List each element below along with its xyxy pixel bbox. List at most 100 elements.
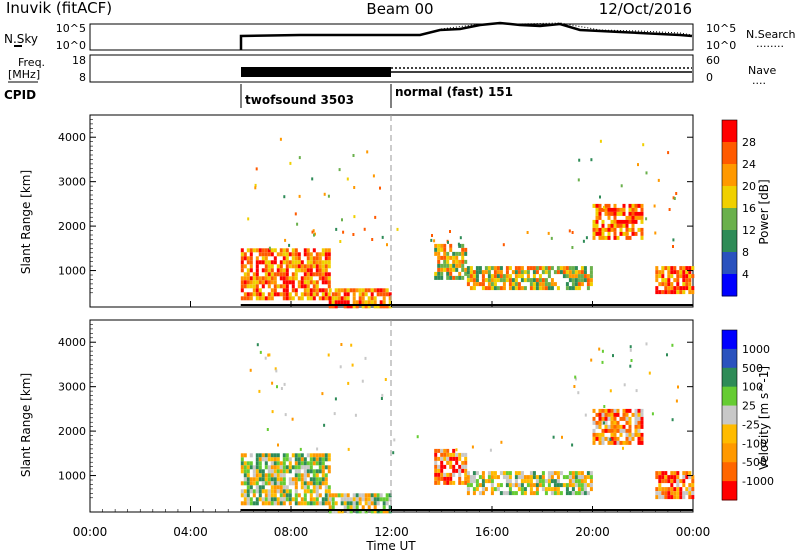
velocity-echo-cell xyxy=(367,501,371,506)
velocity-echo-cell xyxy=(270,457,274,462)
power-echo-cell xyxy=(565,270,569,275)
power-echo-cell xyxy=(655,290,659,295)
velocity-echo-cell xyxy=(589,483,593,488)
velocity-echo-cell xyxy=(628,432,632,437)
velocity-echo-cell xyxy=(324,501,328,506)
power-echo-cell xyxy=(481,282,485,287)
power-echo-cell xyxy=(580,266,584,271)
power-echo-cell xyxy=(599,195,601,199)
velocity-echo-cell xyxy=(592,416,596,421)
power-echo-cell xyxy=(571,282,575,287)
power-echo-cell xyxy=(291,280,295,285)
power-echo-cell xyxy=(604,207,608,212)
velocity-echo-cell xyxy=(679,491,683,496)
power-echo-cell xyxy=(303,280,307,285)
power-echo-cell xyxy=(464,259,468,264)
velocity-echo-cell xyxy=(526,475,530,480)
power-echo-cell xyxy=(300,284,304,289)
velocity-echo-cell xyxy=(324,489,328,494)
power-ytick-label: 4000 xyxy=(58,131,86,144)
power-echo-cell xyxy=(592,219,596,224)
power-echo-cell xyxy=(673,290,677,295)
velocity-echo-cell xyxy=(288,481,292,486)
power-echo-cell xyxy=(352,154,355,157)
power-echo-cell xyxy=(688,286,692,291)
velocity-echo-cell xyxy=(640,424,644,429)
power-echo-cell xyxy=(255,264,259,269)
power-echo-cell xyxy=(255,260,259,265)
velocity-echo-cell xyxy=(309,465,313,470)
velocity-echo-cell xyxy=(376,509,380,514)
power-echo-cell xyxy=(306,252,310,257)
power-echo-cell xyxy=(318,272,322,277)
velocity-echo-cell xyxy=(303,497,307,502)
power-echo-cell xyxy=(243,276,247,281)
power-echo-cell xyxy=(312,288,316,293)
velocity-echo-cell xyxy=(514,483,518,488)
velocity-echo-cell xyxy=(271,410,274,414)
velocity-echo-cell xyxy=(619,416,623,421)
power-echo-cell xyxy=(255,248,259,253)
power-echo-cell xyxy=(532,274,536,279)
power-echo-cell xyxy=(443,243,447,248)
velocity-echo-cell xyxy=(623,383,626,387)
power-echo-cell xyxy=(294,276,298,281)
power-echo-cell xyxy=(352,292,356,297)
power-echo-cell xyxy=(312,284,316,289)
velocity-echo-cell xyxy=(628,416,632,421)
power-echo-cell xyxy=(443,263,447,268)
velocity-echo-cell xyxy=(312,473,316,478)
velocity-echo-cell xyxy=(547,487,551,492)
power-echo-cell xyxy=(303,284,307,289)
velocity-echo-cell xyxy=(297,453,301,458)
power-echo-cell xyxy=(565,274,569,279)
power-echo-cell xyxy=(315,288,319,293)
velocity-echo-cell xyxy=(276,477,280,482)
power-echo-cell xyxy=(324,256,328,261)
power-echo-cell xyxy=(309,268,313,273)
velocity-echo-cell xyxy=(616,436,620,441)
velocity-echo-cell xyxy=(285,469,289,474)
velocity-echo-cell xyxy=(349,497,353,502)
freq-label: Freq. xyxy=(18,56,45,69)
velocity-echo-cell xyxy=(464,460,468,465)
power-echo-cell xyxy=(321,264,325,269)
power-echo-cell xyxy=(613,219,617,224)
velocity-echo-cell xyxy=(658,491,662,496)
velocity-echo-cell xyxy=(481,475,485,480)
velocity-echo-cell xyxy=(300,477,304,482)
power-echo-cell xyxy=(337,288,341,293)
velocity-echo-cell xyxy=(661,475,665,480)
power-echo-cell xyxy=(264,264,268,269)
velocity-echo-cell xyxy=(361,505,365,510)
velocity-echo-cell xyxy=(481,491,485,496)
power-echo-cell xyxy=(547,286,551,291)
velocity-echo-cell xyxy=(282,485,286,490)
velocity-echo-cell xyxy=(303,493,307,498)
velocity-colorbar-swatch xyxy=(722,405,737,425)
velocity-echo-cell xyxy=(252,477,256,482)
velocity-echo-cell xyxy=(676,475,680,480)
power-echo-cell xyxy=(449,247,453,252)
power-echo-cell xyxy=(455,259,459,264)
power-echo-cell xyxy=(279,248,283,253)
velocity-echo-cell xyxy=(688,487,692,492)
power-echo-cell xyxy=(279,137,282,141)
velocity-echo-cell xyxy=(243,493,247,498)
power-echo-cell xyxy=(282,252,286,257)
power-echo-cell xyxy=(327,194,330,198)
power-echo-cell xyxy=(520,274,524,279)
velocity-echo-cell xyxy=(550,487,554,492)
velocity-echo-cell xyxy=(267,353,270,357)
velocity-echo-cell xyxy=(452,452,456,457)
power-echo-cell xyxy=(309,292,313,297)
velocity-echo-cell xyxy=(276,501,280,506)
velocity-echo-cell xyxy=(261,485,265,490)
power-echo-cell xyxy=(370,292,374,297)
velocity-echo-cell xyxy=(255,453,259,458)
power-echo-cell xyxy=(532,282,536,287)
velocity-echo-cell xyxy=(616,420,620,425)
power-echo-cell xyxy=(625,219,629,224)
power-echo-cell xyxy=(490,266,494,271)
